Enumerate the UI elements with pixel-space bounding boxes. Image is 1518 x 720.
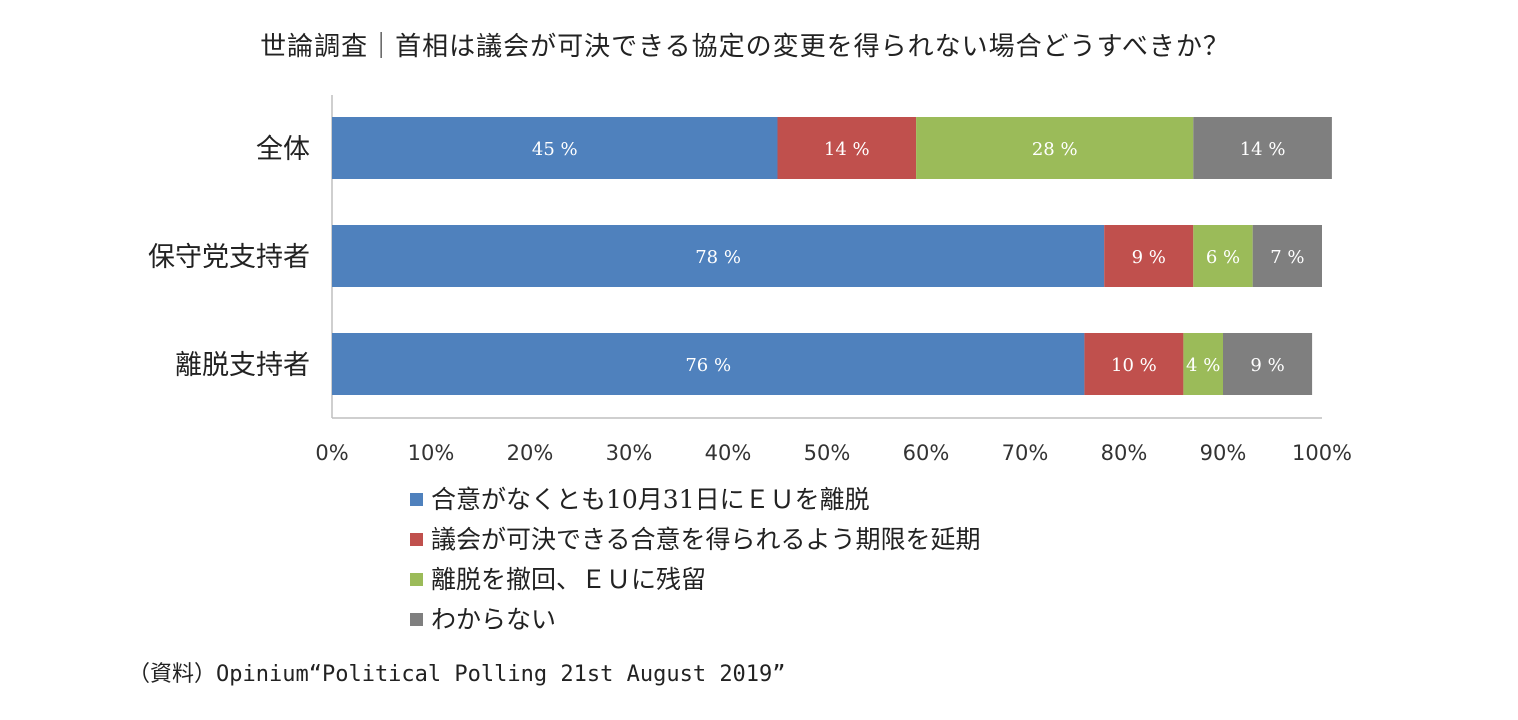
data-label: 9 % — [1132, 247, 1166, 268]
data-label: 14 % — [1240, 139, 1286, 160]
data-label: 9 % — [1250, 355, 1284, 376]
x-tick-label: 10% — [408, 441, 455, 465]
x-tick-label: 40% — [705, 441, 752, 465]
legend-item: 議会が可決できる合意を得られるよう期限を延期 — [410, 518, 981, 558]
x-tick-label: 100% — [1292, 441, 1352, 465]
category-label: 全体 — [256, 134, 310, 165]
stacked-bar-chart: 45 % 14 % 28 % 14 % 78 % 9 % 6 % 7 % 76 % 10 % 4 %… — [148, 95, 1352, 465]
bar-segment — [1193, 117, 1332, 179]
x-tick-label: 80% — [1101, 441, 1148, 465]
x-tick-label: 70% — [1002, 441, 1049, 465]
bar-segment — [1252, 225, 1322, 287]
category-label: 保守党支持者 — [148, 242, 310, 273]
source-note: （資料）Opinium“Political Polling 21st Augus… — [128, 662, 786, 687]
legend-label: わからない — [431, 605, 557, 634]
bar-segment — [1193, 225, 1253, 287]
x-tick-label: 30% — [606, 441, 653, 465]
bar-segment — [332, 225, 1105, 287]
x-tick-label: 90% — [1200, 441, 1247, 465]
legend-item: わからない — [410, 598, 981, 638]
chart-title: 世論調査｜首相は議会が可決できる協定の変更を得られない場合どうすべきか？ — [260, 32, 1230, 62]
data-label: 7 % — [1270, 247, 1304, 268]
x-tick-label: 20% — [507, 441, 554, 465]
data-label: 78 % — [695, 247, 741, 268]
bar-segment — [332, 117, 778, 179]
data-label: 28 % — [1032, 139, 1078, 160]
category-label: 離脱支持者 — [175, 350, 310, 381]
bar-segment — [916, 117, 1194, 179]
legend-swatch — [410, 492, 423, 506]
legend-swatch — [410, 612, 423, 626]
bars: 45 % 14 % 28 % 14 % 78 % 9 % 6 % 7 % 76 % 10 % 4 %… — [332, 117, 1332, 395]
bar-segment — [332, 333, 1085, 395]
data-label: 14 % — [824, 139, 870, 160]
legend-label: 離脱を撤回、ＥＵに残留 — [431, 565, 707, 594]
legend-swatch — [410, 572, 423, 586]
bar-segment — [777, 117, 917, 179]
legend-item: 離脱を撤回、ＥＵに残留 — [410, 558, 981, 598]
legend-label: 合意がなくとも10月31日にＥＵを離脱 — [431, 485, 870, 514]
data-label: 10 % — [1111, 355, 1157, 376]
legend-label: 議会が可決できる合意を得られるよう期限を延期 — [431, 525, 981, 554]
data-label: 76 % — [685, 355, 731, 376]
x-tick-label: 60% — [903, 441, 950, 465]
legend: 合意がなくとも10月31日にＥＵを離脱議会が可決できる合意を得られるよう期限を延… — [410, 478, 981, 638]
data-label: 45 % — [532, 139, 578, 160]
x-tick-label: 50% — [804, 441, 851, 465]
legend-item: 合意がなくとも10月31日にＥＵを離脱 — [410, 478, 981, 518]
data-label: 6 % — [1206, 247, 1240, 268]
bar-segment — [1084, 333, 1184, 395]
x-tick-labels: 0% 10% 20% 30% 40% 50% 60% 70% 80% 90% 100% — [315, 441, 1352, 465]
x-tick-label: 0% — [315, 441, 348, 465]
bar-segment — [1104, 225, 1194, 287]
bar-segment — [1223, 333, 1313, 395]
legend-swatch — [410, 532, 423, 546]
data-label: 4 % — [1186, 355, 1220, 376]
bar-segment — [1183, 333, 1223, 395]
